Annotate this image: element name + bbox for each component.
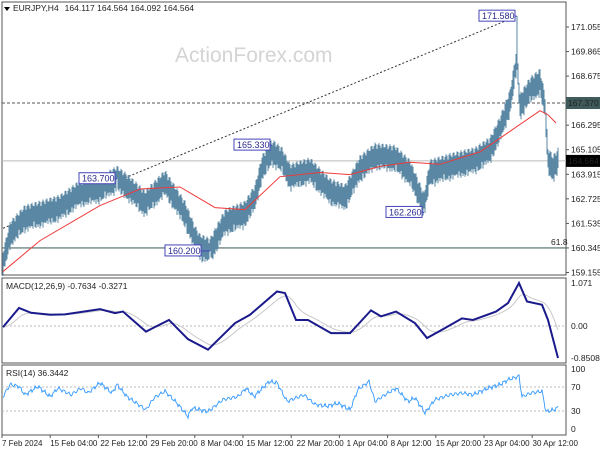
macd-title: MACD(12,26,9) -0.7634 -0.3271 [6,281,128,291]
price-tick-label: 168.675 [571,71,600,81]
price-annotation-box [78,172,116,185]
time-axis-label: 15 Mar 12:00 [246,439,294,448]
time-axis-label: 30 Apr 12:00 [533,439,579,448]
price-tick-label: 169.865 [571,47,600,57]
price-annotation-box [233,138,271,151]
dropdown-arrow-icon[interactable] [4,7,10,11]
price-annotation-box [164,244,202,257]
rsi-title: RSI(14) 36.3442 [6,368,69,378]
price-annotation: 162.260 [389,207,422,217]
rsi-line [2,373,559,420]
ohlc-readout: 164.117 164.564 164.092 164.564 [65,3,195,13]
resistance-axis-tag [566,97,600,110]
price-tick-label: 166.295 [571,120,600,130]
time-axis-label: 22 Mar 20:00 [297,439,345,448]
current-price-tag [566,154,600,167]
price-annotation: 171.580 [482,11,515,21]
price-annotation-box [478,9,516,22]
rsi-axis-label: 0 [571,424,576,434]
rsi-axis-label: 30 [571,406,581,416]
moving-average-line [2,110,557,272]
fib-label: 61.8 [551,237,568,247]
watermark: ActionForex.com [175,44,333,67]
price-tick-label: 160.345 [571,243,600,253]
rsi-panel[interactable] [1,364,567,436]
price-tick-label: 163.915 [571,169,600,179]
price-annotation-box [385,205,423,218]
price-panel[interactable] [1,1,567,276]
time-axis-label: 1 Apr 04:00 [347,439,388,448]
time-axis-label: 8 Apr 12:00 [391,439,432,448]
macd-line [2,280,559,359]
time-axis-label: 7 Feb 2024 [2,439,43,448]
rsi-axis-label: 70 [571,382,581,392]
macd-axis-label: 1.071 [571,278,593,288]
price-annotation: 160.200 [168,246,201,256]
price-tick-label: 161.535 [571,218,600,228]
price-tick-label: 162.725 [571,194,600,204]
price-annotation: 165.330 [237,140,270,150]
resistance-axis-label: 167.370 [568,98,599,108]
time-axis-label: 22 Feb 12:00 [100,439,148,448]
time-axis-label: 15 Feb 04:00 [50,439,98,448]
price-tick-label: 165.105 [571,145,600,155]
price-annotation: 163.700 [82,174,115,184]
macd-signal-line [2,294,559,346]
current-price-label: 164.564 [568,156,599,166]
macd-axis-label: -0.8508 [571,353,600,363]
price-tick-label: 171.055 [571,22,600,32]
price-tick-label: 159.155 [571,267,600,277]
time-axis-label: 29 Feb 20:00 [151,439,199,448]
macd-axis-label: 0.00 [571,321,588,331]
time-axis-label: 23 Apr 04:00 [484,439,530,448]
time-axis-label: 15 Apr 20:00 [436,439,482,448]
symbol-label: EURJPY,H4 [13,3,59,13]
time-axis-label: 8 Mar 04:00 [201,439,244,448]
rsi-axis-label: 100 [571,364,585,374]
